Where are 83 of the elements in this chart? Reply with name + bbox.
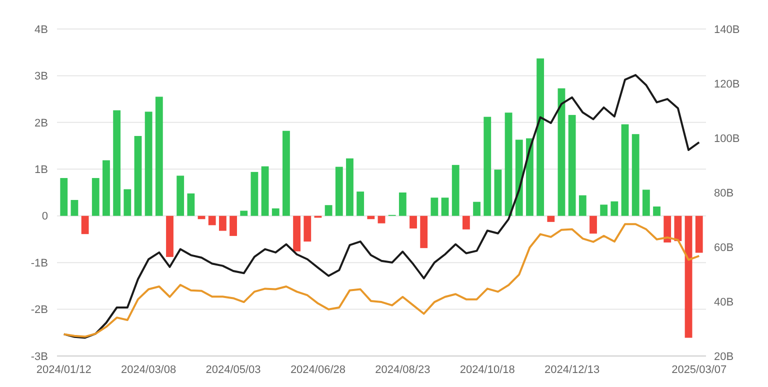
x-tick-label: 2024/05/03 xyxy=(206,364,261,376)
bar xyxy=(420,216,428,248)
bar xyxy=(494,170,502,216)
bar xyxy=(590,216,597,234)
bar xyxy=(684,216,692,338)
bar xyxy=(335,166,343,216)
x-tick-label: 2024/06/28 xyxy=(290,364,346,376)
bar xyxy=(124,189,132,216)
y-tick-label: 3B xyxy=(34,70,48,83)
y2-tick-label: 120B xyxy=(714,78,740,90)
bar xyxy=(81,216,89,234)
bar xyxy=(304,216,312,242)
y-tick-label: 4B xyxy=(34,24,48,36)
bar xyxy=(653,206,660,216)
x-tick-label: 2024/10/18 xyxy=(460,364,515,376)
bar xyxy=(674,216,682,242)
y-tick-label: 2B xyxy=(34,117,48,130)
bar xyxy=(642,190,650,216)
bar xyxy=(578,195,586,216)
line-series xyxy=(62,74,700,339)
y2-tick-label: 140B xyxy=(714,24,740,36)
bar xyxy=(695,216,703,253)
bar xyxy=(452,164,460,216)
y2-tick-label: 80B xyxy=(714,187,734,200)
bar xyxy=(398,192,406,216)
bar xyxy=(187,193,195,216)
bar xyxy=(166,216,174,257)
bar xyxy=(92,178,100,216)
bar xyxy=(600,204,608,216)
y2-tick-label: 40B xyxy=(714,296,734,308)
bar xyxy=(430,198,438,216)
bar xyxy=(218,216,226,231)
bar xyxy=(473,202,480,216)
bar xyxy=(356,192,364,216)
bar xyxy=(504,112,512,216)
bar xyxy=(176,176,184,216)
y-tick-label: -3B xyxy=(30,350,48,363)
x-tick-label: 2024/08/23 xyxy=(375,364,430,376)
bar xyxy=(155,96,163,216)
bar xyxy=(367,216,375,220)
y2-tick-label: 100B xyxy=(714,132,740,145)
bar xyxy=(230,216,237,236)
y-tick-label: -2B xyxy=(30,304,48,316)
bar xyxy=(134,136,142,216)
bar xyxy=(484,116,492,216)
bar xyxy=(410,216,417,228)
y-tick-label: 0 xyxy=(42,210,48,223)
bar xyxy=(632,134,640,216)
y2-tick-label: 60B xyxy=(714,242,734,254)
bar xyxy=(558,88,566,216)
bar xyxy=(346,158,354,216)
bar xyxy=(208,216,216,226)
bar xyxy=(240,210,248,216)
bar xyxy=(378,216,386,224)
bar xyxy=(441,198,449,216)
y2-tick-label: 20B xyxy=(714,350,734,363)
line-series xyxy=(62,223,700,338)
bar xyxy=(282,130,290,216)
bar xyxy=(113,110,121,216)
y-tick-label: 1B xyxy=(34,164,48,176)
bar xyxy=(462,216,470,230)
bar xyxy=(293,216,301,252)
bar xyxy=(610,201,618,216)
y-tick-label: -1B xyxy=(30,257,48,270)
bar xyxy=(536,58,544,216)
bar xyxy=(70,200,78,216)
x-tick-label: 2024/03/08 xyxy=(121,364,176,376)
x-tick-label: 2024/12/13 xyxy=(544,364,600,376)
bar xyxy=(272,208,280,216)
bar xyxy=(664,216,672,242)
bar xyxy=(526,138,534,216)
bar xyxy=(515,140,523,216)
bar xyxy=(568,114,576,216)
bar xyxy=(60,178,68,216)
bar xyxy=(250,172,258,216)
bar xyxy=(102,160,110,216)
x-tick-label: 2025/03/07 xyxy=(672,364,727,376)
bar xyxy=(324,205,332,216)
x-tick-label: 2024/01/12 xyxy=(36,364,92,376)
bar xyxy=(547,216,555,222)
bar xyxy=(621,124,629,216)
bar xyxy=(144,112,152,216)
bar xyxy=(261,166,269,216)
